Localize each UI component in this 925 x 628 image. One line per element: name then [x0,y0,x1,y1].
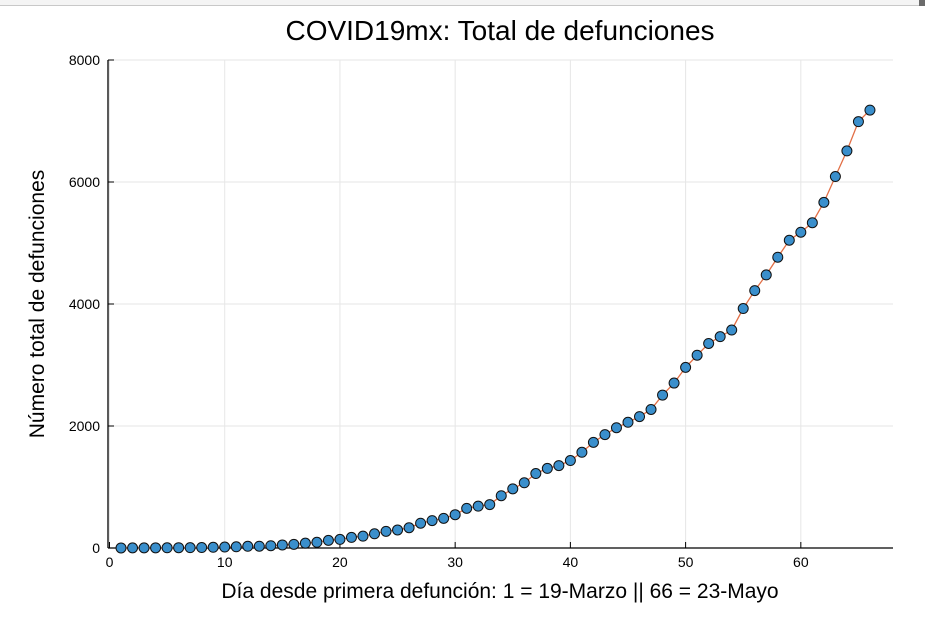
data-point [299,537,311,549]
data-point [599,429,611,441]
data-point [634,411,646,423]
data-point [564,455,576,467]
data-point [322,534,334,546]
y-tick-label: 4000 [69,296,100,312]
data-point [657,389,669,401]
data-point [449,509,461,521]
data-point [150,542,162,554]
data-point [311,536,323,548]
data-point [184,542,196,554]
x-tick-label: 30 [447,554,463,570]
data-point [760,269,772,281]
y-tick-label: 2000 [69,418,100,434]
data-point [622,416,634,428]
x-tick-label: 60 [793,554,809,570]
data-point [783,234,795,246]
x-tick-label: 20 [332,554,348,570]
x-tick-label: 40 [563,554,579,570]
data-point [806,217,818,229]
data-point [276,539,288,551]
grid-lines [108,59,893,549]
data-point [829,171,841,183]
chart-title: COVID19mx: Total de defunciones [285,15,714,46]
data-point [461,502,473,514]
series-line [121,109,871,549]
data-point [749,285,761,297]
tick-labels: 0 10 20 30 40 50 60 0 2000 4000 6000 8000 [69,52,809,570]
data-point [415,517,427,529]
data-point [253,540,265,552]
data-point [772,251,784,263]
x-axis-label: Día desde primera defunción: 1 = 19-Marz… [221,580,778,603]
x-tick-label: 50 [678,554,694,570]
data-point [852,116,864,128]
data-point [864,104,876,116]
data-point [380,525,392,537]
data-point [230,541,242,553]
data-point [369,528,381,540]
window-corner [919,0,925,6]
data-point [484,499,496,511]
data-point [587,436,599,448]
data-point [115,542,127,554]
data-point [334,533,346,545]
data-points [115,104,876,554]
data-point [795,226,807,238]
data-point [530,468,542,480]
data-point [610,422,622,434]
data-point [518,477,530,489]
data-point [726,324,738,336]
data-point [161,542,173,554]
data-point [426,515,438,527]
data-point [818,196,830,208]
data-point [345,531,357,543]
data-point [668,377,680,389]
y-axis-label: Número total de defunciones [26,170,49,439]
data-point [265,540,277,552]
data-point [495,490,507,502]
y-tick-label: 6000 [69,174,100,190]
data-point [242,540,254,552]
data-point [207,541,219,553]
y-tick-label: 0 [92,540,100,556]
data-point [553,460,565,472]
data-point [507,483,519,495]
data-point [691,349,703,361]
data-point [127,542,139,554]
data-point [357,530,369,542]
data-point [541,462,553,474]
data-point [703,337,715,349]
data-point [288,538,300,550]
y-tick-label: 8000 [69,52,100,68]
data-point [392,524,404,536]
data-point [138,542,150,554]
data-point [714,331,726,343]
data-point [173,542,185,554]
data-point [841,145,853,157]
data-point [196,542,208,554]
data-point [219,541,231,553]
data-point [737,303,749,315]
data-point [472,500,484,512]
x-tick-label: 0 [106,554,114,570]
data-point [645,403,657,415]
window-top-edge [0,0,925,6]
data-point [403,522,415,534]
data-point [576,446,588,458]
x-tick-label: 10 [217,554,233,570]
data-point [438,512,450,524]
data-point [680,361,692,373]
